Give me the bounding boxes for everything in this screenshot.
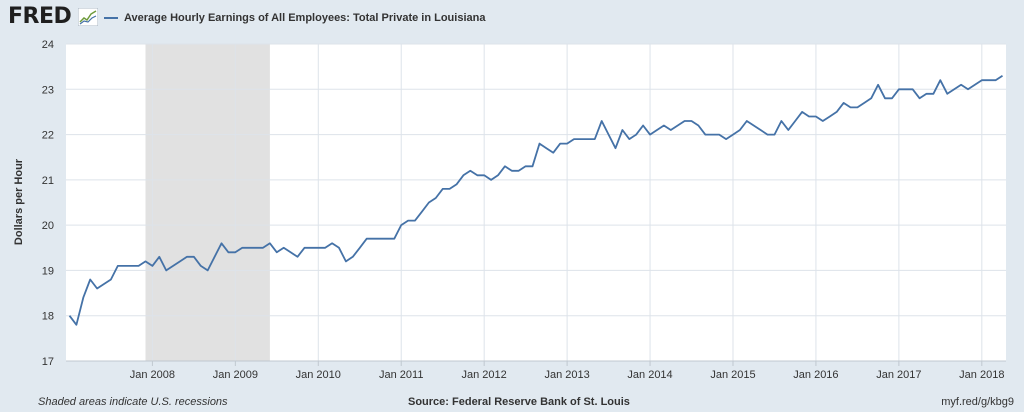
x-tick-label-2: Jan 2010: [296, 369, 341, 381]
recession-shading: [145, 44, 270, 361]
legend[interactable]: Average Hourly Earnings of All Employees…: [104, 10, 485, 26]
y-tick-label-22: 22: [42, 130, 54, 142]
recession-note: Shaded areas indicate U.S. recessions: [38, 396, 228, 408]
y-tick-label-21: 21: [42, 175, 54, 187]
recession-band-0: [145, 44, 270, 361]
fred-logo[interactable]: FRED: [8, 4, 72, 29]
y-tick-label-18: 18: [42, 311, 54, 323]
x-tick-label-3: Jan 2011: [379, 369, 423, 381]
y-tick-label-24: 24: [42, 39, 54, 51]
y-tick-label-19: 19: [42, 265, 54, 277]
x-tick-label-10: Jan 2018: [959, 369, 1004, 381]
x-tick-label-9: Jan 2017: [876, 369, 921, 381]
short-url-link[interactable]: myf.red/g/kbg9: [941, 396, 1014, 408]
y-tick-label-20: 20: [42, 220, 54, 232]
x-tick-label-0: Jan 2008: [130, 369, 175, 381]
source-note: Source: Federal Reserve Bank of St. Loui…: [408, 396, 630, 408]
fred-chart-icon: [78, 8, 98, 26]
y-axis-label: Dollars per Hour: [13, 158, 25, 245]
legend-label: Average Hourly Earnings of All Employees…: [124, 12, 486, 24]
x-tick-label-7: Jan 2015: [710, 369, 755, 381]
x-axis: Jan 2008 Jan 2009 Jan 2010 Jan 2011 Jan 2012…: [66, 360, 1006, 381]
y-tick-label-17: 17: [42, 356, 54, 368]
x-tick-label-6: Jan 2014: [627, 369, 672, 381]
chart-header: FRED Average Hourly Earnings of All Empl…: [0, 0, 1024, 34]
x-tick-label-1: Jan 2009: [213, 369, 258, 381]
y-axis: 17 18 19 20 21 22 23 24: [42, 39, 54, 368]
x-tick-label-5: Jan 2013: [544, 369, 589, 381]
legend-swatch: [104, 17, 118, 19]
x-tick-label-4: Jan 2012: [462, 369, 507, 381]
series-line-0[interactable]: [68, 74, 1003, 326]
y-tick-label-23: 23: [42, 84, 54, 96]
series-lines: [68, 74, 1003, 326]
x-tick-label-8: Jan 2016: [793, 369, 838, 381]
